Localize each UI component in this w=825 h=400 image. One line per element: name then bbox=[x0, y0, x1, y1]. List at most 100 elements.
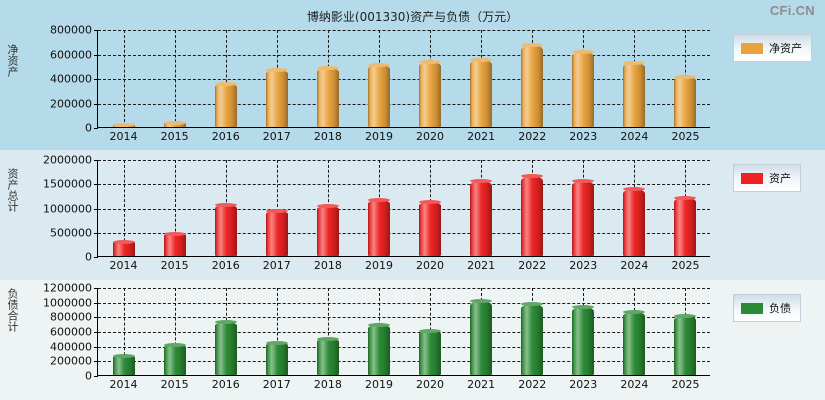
x-tick-label: 2014 bbox=[109, 378, 138, 391]
bar-cap bbox=[419, 200, 442, 205]
bar[interactable] bbox=[265, 341, 288, 375]
bar-cap bbox=[214, 82, 237, 87]
bar[interactable] bbox=[163, 231, 186, 256]
bar-cap bbox=[470, 178, 493, 183]
gridline bbox=[98, 361, 710, 363]
legend-debt[interactable]: 负债 bbox=[733, 294, 801, 322]
bar[interactable] bbox=[316, 66, 339, 127]
y-tick-label: 1000000 bbox=[43, 202, 92, 215]
x-tick-label: 2014 bbox=[109, 130, 138, 143]
bar[interactable] bbox=[367, 323, 390, 375]
x-tick-label: 2018 bbox=[313, 378, 342, 391]
bar[interactable] bbox=[163, 342, 186, 375]
bar[interactable] bbox=[419, 329, 442, 375]
bar[interactable] bbox=[470, 58, 493, 127]
x-tick-label: 2024 bbox=[620, 130, 649, 143]
x-tick-label: 2019 bbox=[364, 259, 393, 272]
gridline bbox=[98, 302, 710, 304]
bar[interactable] bbox=[367, 62, 390, 127]
bar[interactable] bbox=[316, 336, 339, 375]
y-tick-label: 200000 bbox=[50, 354, 92, 368]
bar[interactable] bbox=[112, 354, 135, 375]
bar-cap bbox=[623, 186, 646, 191]
x-tick-label: 2019 bbox=[364, 378, 393, 391]
vertical-gridline bbox=[123, 160, 125, 256]
bar[interactable] bbox=[674, 196, 697, 256]
bar[interactable] bbox=[521, 42, 544, 127]
bar-cap bbox=[521, 42, 544, 47]
bar-cap bbox=[572, 50, 595, 55]
bar[interactable] bbox=[163, 121, 186, 127]
x-tick-label: 2024 bbox=[620, 378, 649, 391]
x-tick-label: 2025 bbox=[671, 130, 700, 143]
bar-cap bbox=[419, 60, 442, 65]
bar-cap bbox=[316, 336, 339, 341]
x-tick-label: 2016 bbox=[211, 130, 240, 143]
bar[interactable] bbox=[521, 174, 544, 256]
bar[interactable] bbox=[419, 200, 442, 256]
bar-cap bbox=[674, 75, 697, 80]
bar-cap bbox=[163, 121, 186, 126]
bar[interactable] bbox=[674, 314, 697, 375]
bar[interactable] bbox=[572, 178, 595, 256]
bar-cap bbox=[214, 320, 237, 325]
bar-cap bbox=[521, 301, 544, 306]
vertical-gridline bbox=[123, 30, 125, 127]
y-tick-mark bbox=[94, 103, 98, 105]
gridline bbox=[98, 103, 710, 105]
net-asset-axis-label: 净资产 bbox=[6, 44, 19, 77]
bar[interactable] bbox=[214, 202, 237, 256]
vertical-gridline bbox=[225, 30, 227, 127]
bar-cap bbox=[316, 204, 339, 209]
bar[interactable] bbox=[674, 75, 697, 127]
bar[interactable] bbox=[470, 299, 493, 375]
gridline bbox=[98, 317, 710, 319]
gridline bbox=[98, 54, 710, 56]
bar[interactable] bbox=[572, 304, 595, 375]
vertical-gridline bbox=[276, 288, 278, 375]
x-tick-label: 2015 bbox=[160, 259, 189, 272]
total-assets-plot-area: 0 500000 1000000 1500000 2000000 2014 2015 2016… bbox=[43, 154, 710, 272]
gridline bbox=[98, 232, 710, 234]
bar[interactable] bbox=[112, 240, 135, 256]
bar[interactable] bbox=[419, 60, 442, 127]
x-tick-label: 2017 bbox=[262, 259, 291, 272]
bar[interactable] bbox=[521, 301, 544, 375]
x-tick-label: 2020 bbox=[416, 259, 445, 272]
bar-cap bbox=[367, 323, 390, 328]
bar[interactable] bbox=[623, 310, 646, 375]
legend-swatch-net-asset bbox=[741, 42, 763, 54]
gridline bbox=[98, 346, 710, 348]
bar-cap bbox=[623, 61, 646, 66]
bar[interactable] bbox=[265, 209, 288, 256]
legend-net-asset[interactable]: 净资产 bbox=[733, 34, 812, 62]
bar-cap bbox=[112, 123, 135, 127]
y-tick-mark bbox=[94, 128, 98, 129]
bar-cap bbox=[367, 197, 390, 202]
bar-cap bbox=[265, 209, 288, 214]
bar-cap bbox=[163, 342, 186, 347]
bar[interactable] bbox=[367, 197, 390, 256]
x-tick-label: 2024 bbox=[620, 259, 649, 272]
x-tick-label: 2022 bbox=[518, 378, 547, 391]
bar[interactable] bbox=[112, 123, 135, 127]
bar[interactable] bbox=[572, 50, 595, 127]
legend-asset[interactable]: 资产 bbox=[733, 164, 801, 192]
bar[interactable] bbox=[470, 178, 493, 256]
total-liabilities-plot-area: 0 200000 400000 600000 800000 1000000 1200000 2… bbox=[43, 282, 710, 391]
bar[interactable] bbox=[623, 61, 646, 127]
legend-label-net-asset: 净资产 bbox=[769, 42, 802, 55]
x-tick-label: 2023 bbox=[569, 378, 598, 391]
bar[interactable] bbox=[214, 320, 237, 375]
vertical-gridline bbox=[123, 288, 125, 375]
bar[interactable] bbox=[265, 68, 288, 127]
legend-label-debt: 负债 bbox=[769, 302, 791, 315]
x-tick-label: 2020 bbox=[416, 130, 445, 143]
bar-cap bbox=[316, 66, 339, 71]
bar[interactable] bbox=[623, 186, 646, 256]
y-tick-mark bbox=[94, 79, 98, 80]
y-tick-label: 0 bbox=[85, 250, 92, 264]
bar[interactable] bbox=[214, 82, 237, 127]
bar[interactable] bbox=[316, 204, 339, 256]
bar-cap bbox=[112, 354, 135, 359]
